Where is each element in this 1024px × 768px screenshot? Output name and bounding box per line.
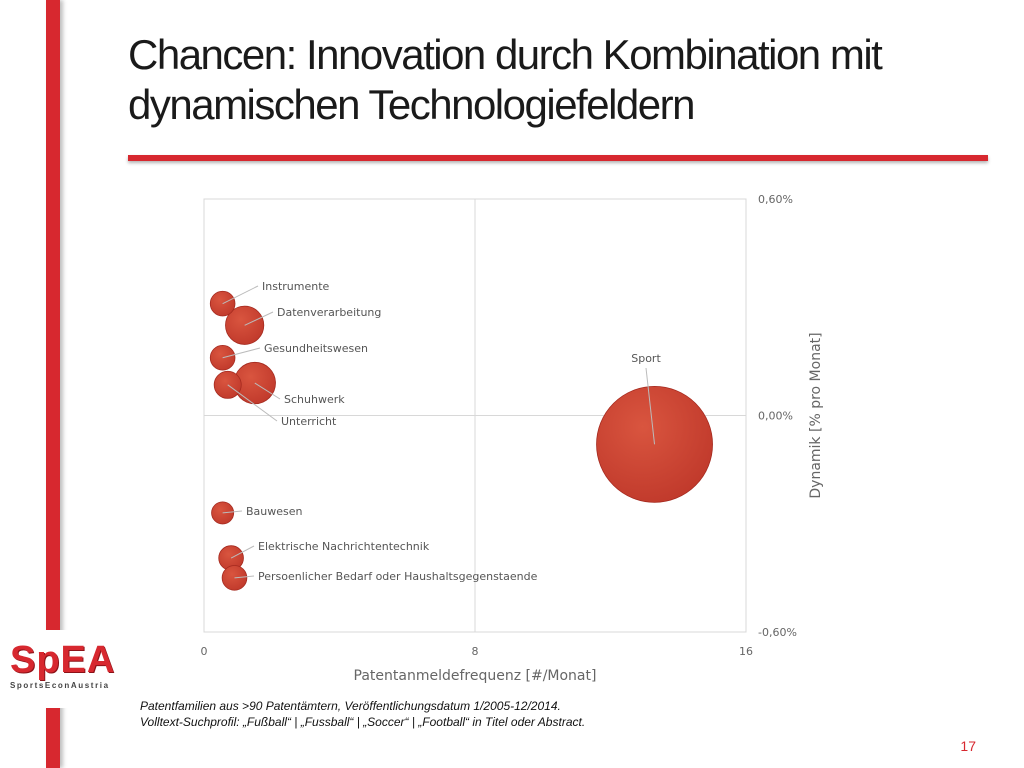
bubble-label: Sport: [631, 352, 661, 365]
bubble-label: Unterricht: [281, 415, 337, 428]
leader-line: [222, 285, 259, 305]
x-tick-label: 8: [472, 645, 479, 658]
x-axis-title: Patentanmeldefrequenz [#/Monat]: [354, 668, 597, 684]
y-tick-label: 0,00%: [758, 410, 793, 423]
y-tick-label: 0,60%: [758, 193, 793, 206]
footnote-line-2: Volltext-Suchprofil: „Fußball“ | „Fussba…: [140, 715, 586, 729]
title-underline: [128, 155, 988, 161]
page-number: 17: [960, 738, 976, 754]
x-tick-label: 16: [739, 645, 753, 658]
y-axis-title: Dynamik [% pro Monat]: [808, 332, 824, 498]
left-accent-bar: [46, 0, 60, 768]
bubble-label: Datenverarbeitung: [277, 306, 381, 319]
bubble-label: Schuhwerk: [284, 393, 345, 406]
bubble: [221, 565, 248, 591]
x-tick-label: 0: [201, 645, 208, 658]
footnote: Patentfamilien aus >90 Patentämtern, Ver…: [140, 698, 840, 730]
logo-sub-text: SportsEconAustria: [10, 681, 110, 690]
leader-line: [222, 510, 243, 514]
slide-title: Chancen: Innovation durch Kombination mi…: [128, 31, 883, 128]
bubble-label: Bauwesen: [246, 505, 303, 518]
bubble-label: Gesundheitswesen: [264, 342, 368, 355]
footnote-line-1: Patentfamilien aus >90 Patentämtern, Ver…: [140, 699, 561, 713]
leader-line: [645, 367, 656, 445]
bubble-label: Instrumente: [262, 280, 330, 293]
y-tick-label: -0,60%: [758, 626, 797, 639]
leader-line: [234, 575, 255, 579]
logo-main-text: SpEA: [10, 639, 116, 681]
leader-line: [230, 545, 255, 559]
bubble-chart: 0 8 16 0,60% 0,00% -0,60% Patentanmeldefrequen…: [201, 193, 825, 684]
left-bar-gap: [40, 630, 70, 708]
bubble-label: Elektrische Nachrichtentechnik: [258, 540, 430, 553]
leader-line: [254, 382, 281, 400]
spea-logo: SpEA SportsEconAustria: [10, 640, 118, 698]
leader-line: [244, 311, 274, 326]
leader-line: [222, 347, 261, 359]
bubble-label: Persoenlicher Bedarf oder Haushaltsgegen…: [258, 570, 538, 583]
leader-line: [227, 384, 278, 422]
